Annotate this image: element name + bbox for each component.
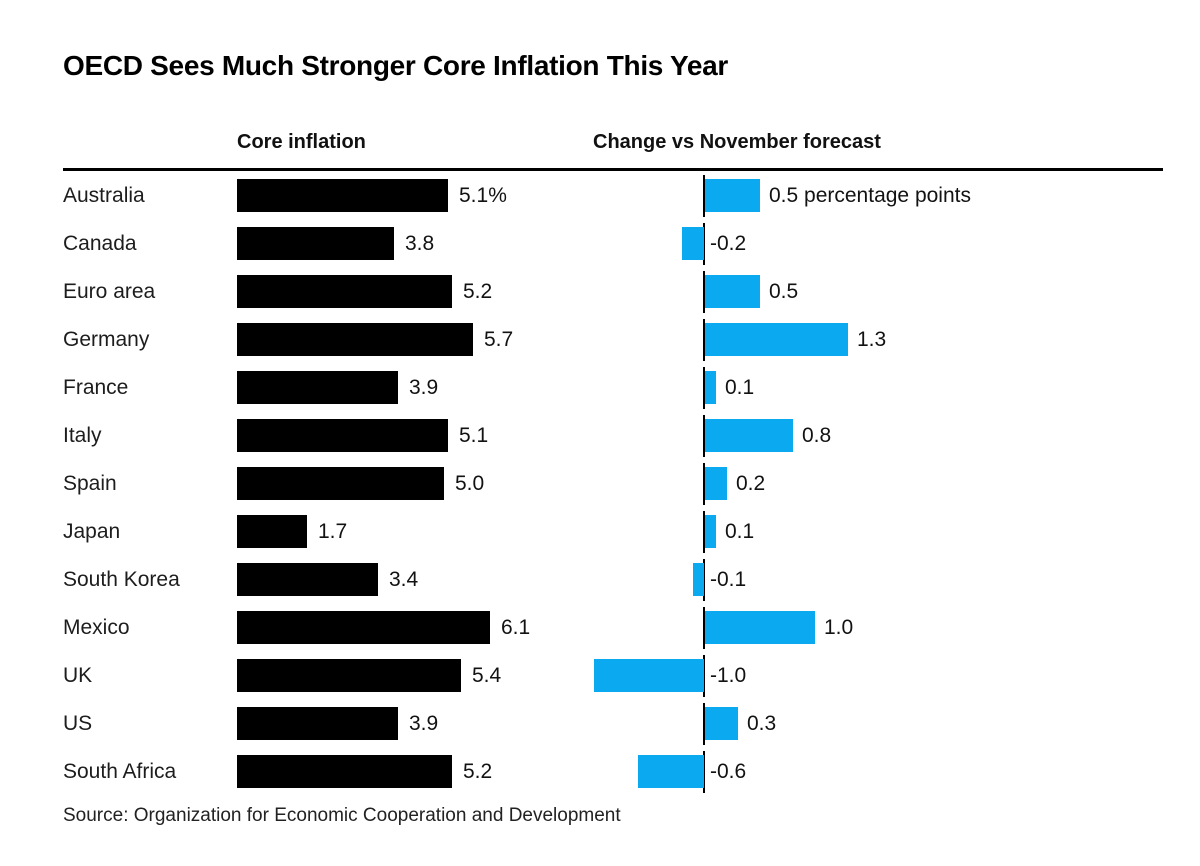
change-value: 0.1 xyxy=(725,376,755,399)
country-label: US xyxy=(63,712,93,735)
change-value: -0.1 xyxy=(710,568,747,591)
country-label: Spain xyxy=(63,472,117,495)
country-label: France xyxy=(63,376,129,399)
country-label: UK xyxy=(63,664,93,687)
core-inflation-bar xyxy=(237,467,444,500)
table-row: Australia 5.1% 0.5 percentage points xyxy=(0,172,1200,220)
zero-axis-tick xyxy=(703,271,705,313)
table-row: Japan 1.7 0.1 xyxy=(0,508,1200,556)
zero-axis-tick xyxy=(703,175,705,217)
country-label: Canada xyxy=(63,232,137,255)
table-row: South Korea 3.4 -0.1 xyxy=(0,556,1200,604)
change-bar xyxy=(705,467,727,500)
core-inflation-value: 6.1 xyxy=(501,616,531,639)
change-value: -1.0 xyxy=(710,664,747,687)
change-bar xyxy=(705,323,848,356)
change-value: 1.3 xyxy=(857,328,887,351)
core-inflation-value: 5.2 xyxy=(463,280,493,303)
source-note: Source: Organization for Economic Cooper… xyxy=(63,805,621,826)
core-inflation-value: 1.7 xyxy=(318,520,348,543)
core-inflation-bar xyxy=(237,659,461,692)
core-inflation-value: 3.9 xyxy=(409,712,439,735)
core-inflation-value: 5.0 xyxy=(455,472,485,495)
core-inflation-bar xyxy=(237,179,448,212)
chart-title: OECD Sees Much Stronger Core Inflation T… xyxy=(63,50,729,81)
core-inflation-bar xyxy=(237,323,473,356)
change-value: 0.1 xyxy=(725,520,755,543)
change-bar xyxy=(705,371,716,404)
country-label: Euro area xyxy=(63,280,156,303)
core-inflation-value: 3.8 xyxy=(405,232,435,255)
change-bar xyxy=(682,227,704,260)
change-value: 0.2 xyxy=(736,472,766,495)
core-inflation-value: 5.7 xyxy=(484,328,514,351)
core-inflation-value: 5.1% xyxy=(459,184,507,207)
table-row: Italy 5.1 0.8 xyxy=(0,412,1200,460)
change-bar xyxy=(705,275,760,308)
change-bar xyxy=(705,419,793,452)
change-bar xyxy=(705,611,815,644)
table-row: South Africa 5.2 -0.6 xyxy=(0,748,1200,796)
core-inflation-value: 5.1 xyxy=(459,424,489,447)
core-inflation-bar xyxy=(237,611,490,644)
change-value: 1.0 xyxy=(824,616,854,639)
zero-axis-tick xyxy=(703,319,705,361)
core-inflation-bar xyxy=(237,563,378,596)
country-label: Australia xyxy=(63,184,145,207)
table-row: Germany 5.7 1.3 xyxy=(0,316,1200,364)
core-inflation-bar xyxy=(237,755,452,788)
change-value: -0.2 xyxy=(710,232,747,255)
core-inflation-value: 3.9 xyxy=(409,376,439,399)
country-label: Germany xyxy=(63,328,150,351)
country-label: Mexico xyxy=(63,616,130,639)
zero-axis-tick xyxy=(703,703,705,745)
change-bar xyxy=(705,707,738,740)
zero-axis-tick xyxy=(703,415,705,457)
table-row: Spain 5.0 0.2 xyxy=(0,460,1200,508)
zero-axis-tick xyxy=(703,463,705,505)
header-divider-line xyxy=(63,168,1163,171)
core-inflation-bar xyxy=(237,371,398,404)
table-row: Mexico 6.1 1.0 xyxy=(0,604,1200,652)
core-inflation-value: 5.2 xyxy=(463,760,493,783)
column-header-change-forecast: Change vs November forecast xyxy=(593,131,881,153)
table-row: US 3.9 0.3 xyxy=(0,700,1200,748)
country-label: South Africa xyxy=(63,760,177,783)
table-row: France 3.9 0.1 xyxy=(0,364,1200,412)
change-bar xyxy=(594,659,704,692)
core-inflation-bar xyxy=(237,419,448,452)
change-bar xyxy=(693,563,704,596)
change-value: 0.8 xyxy=(802,424,832,447)
zero-axis-tick xyxy=(703,367,705,409)
table-row: Euro area 5.2 0.5 xyxy=(0,268,1200,316)
change-value: 0.5 xyxy=(769,280,799,303)
core-inflation-value: 3.4 xyxy=(389,568,419,591)
table-row: Canada 3.8 -0.2 xyxy=(0,220,1200,268)
change-bar xyxy=(638,755,704,788)
column-header-core-inflation: Core inflation xyxy=(237,131,366,153)
change-bar xyxy=(705,515,716,548)
core-inflation-bar xyxy=(237,515,307,548)
core-inflation-bar xyxy=(237,275,452,308)
table-row: UK 5.4 -1.0 xyxy=(0,652,1200,700)
zero-axis-tick xyxy=(703,655,705,697)
zero-axis-tick xyxy=(703,511,705,553)
change-value: 0.3 xyxy=(747,712,777,735)
change-value: 0.5 percentage points xyxy=(769,184,971,207)
core-inflation-bar xyxy=(237,707,398,740)
core-inflation-bar xyxy=(237,227,394,260)
country-label: Japan xyxy=(63,520,121,543)
change-value: -0.6 xyxy=(710,760,747,783)
change-bar xyxy=(705,179,760,212)
zero-axis-tick xyxy=(703,223,705,265)
core-inflation-value: 5.4 xyxy=(472,664,502,687)
zero-axis-tick xyxy=(703,559,705,601)
country-label: Italy xyxy=(63,424,102,447)
country-label: South Korea xyxy=(63,568,180,591)
zero-axis-tick xyxy=(703,751,705,793)
zero-axis-tick xyxy=(703,607,705,649)
